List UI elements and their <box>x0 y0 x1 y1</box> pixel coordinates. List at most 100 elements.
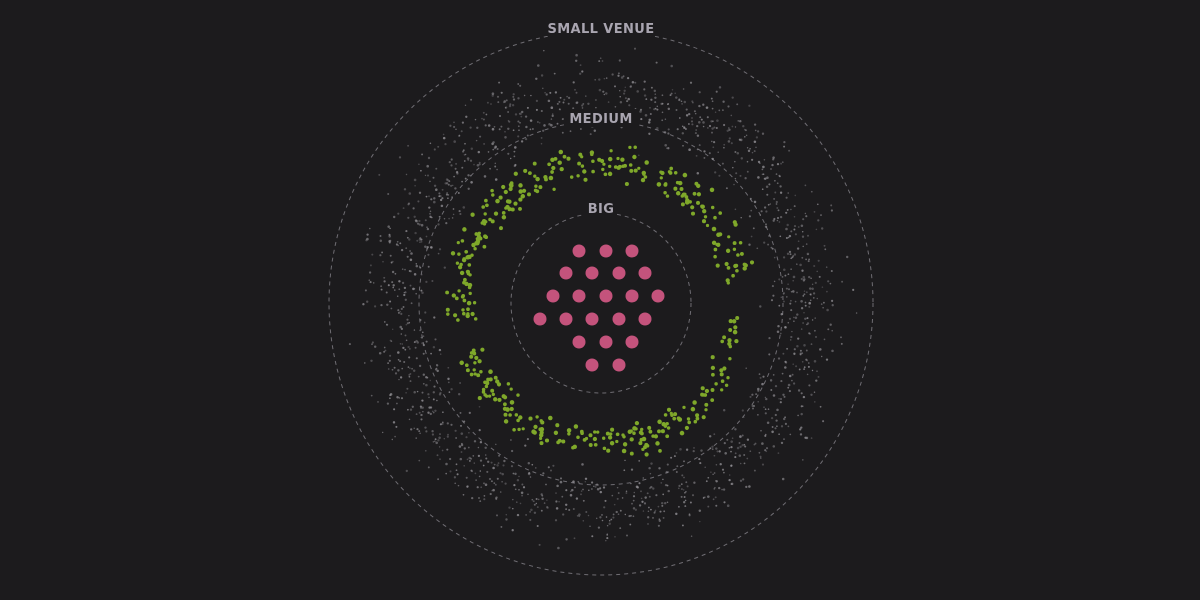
small-venue-dot <box>763 241 766 244</box>
small-venue-dot <box>591 535 594 538</box>
small-venue-dot <box>830 299 834 303</box>
small-venue-dot <box>517 97 520 100</box>
small-venue-dot <box>435 367 438 370</box>
small-venue-dot <box>696 124 699 128</box>
medium-venue-dot <box>724 383 729 388</box>
big-venue-dot <box>651 289 665 303</box>
small-venue-dot <box>422 352 425 355</box>
small-venue-dot <box>623 89 626 92</box>
small-venue-dot <box>398 156 402 159</box>
small-venue-dot <box>575 91 578 94</box>
medium-venue-dot <box>509 400 515 405</box>
small-venue-dot <box>718 486 721 490</box>
small-venue-dot <box>392 421 396 424</box>
small-venue-dot <box>428 206 431 209</box>
medium-venue-dot <box>462 311 466 316</box>
small-venue-dot <box>397 311 400 314</box>
medium-venue-dot <box>680 202 685 207</box>
small-venue-dot <box>413 329 416 331</box>
small-venue-dot <box>773 280 776 283</box>
medium-venue-dot <box>445 290 450 295</box>
medium-venue-dot <box>465 269 471 274</box>
small-venue-dot <box>567 96 571 100</box>
small-venue-dot <box>467 446 470 449</box>
small-venue-dot <box>425 375 428 379</box>
small-venue-dot <box>551 113 554 115</box>
medium-venue-dot <box>593 430 597 434</box>
small-venue-dot <box>760 457 762 459</box>
small-venue-dot <box>661 504 664 507</box>
small-venue-dot <box>714 171 717 174</box>
small-venue-dot <box>769 203 772 205</box>
small-venue-dot <box>804 304 807 307</box>
medium-venue-dot <box>719 368 724 373</box>
small-venue-dot <box>444 182 447 185</box>
small-venue-dot <box>778 278 781 281</box>
small-venue-dot <box>413 341 416 344</box>
small-venue-dot <box>780 313 783 316</box>
small-venue-dot <box>400 307 403 311</box>
small-venue-dot <box>526 134 529 137</box>
small-venue-dot <box>631 80 635 84</box>
small-venue-dot <box>649 472 652 475</box>
small-venue-dot <box>426 226 428 228</box>
small-venue-dot <box>800 405 803 408</box>
small-venue-dot <box>654 107 657 110</box>
small-venue-dot <box>683 496 686 498</box>
small-venue-dot <box>830 269 833 273</box>
small-venue-dot <box>414 346 417 349</box>
small-venue-dot <box>425 340 428 343</box>
small-venue-dot <box>487 124 491 127</box>
medium-venue-dot <box>684 425 689 430</box>
medium-venue-dot <box>670 413 674 417</box>
small-venue-dot <box>420 336 423 339</box>
small-venue-dot <box>504 106 507 109</box>
medium-venue-dot <box>445 307 450 312</box>
small-venue-dot <box>767 203 770 206</box>
small-venue-dot <box>695 129 698 131</box>
medium-venue-dot <box>520 194 526 199</box>
medium-venue-dot <box>505 199 511 204</box>
small-venue-dot <box>418 411 421 414</box>
medium-venue-dot <box>732 247 737 251</box>
small-venue-dot <box>409 408 413 411</box>
small-venue-dot <box>407 203 410 206</box>
small-venue-dot <box>407 408 409 411</box>
small-venue-dot <box>559 96 562 99</box>
medium-venue-dot <box>624 181 629 187</box>
small-venue-dot <box>730 464 733 467</box>
small-venue-dot <box>518 112 521 115</box>
small-venue-dot <box>638 154 640 156</box>
small-venue-dot <box>674 92 676 95</box>
medium-venue-dot <box>468 291 472 296</box>
small-venue-dot <box>677 487 680 490</box>
small-venue-dot <box>407 366 410 368</box>
small-venue-dot <box>774 384 778 388</box>
small-venue-dot <box>428 396 430 399</box>
small-venue-dot <box>682 489 685 491</box>
small-venue-dot <box>713 472 716 474</box>
small-venue-dot <box>512 498 514 501</box>
small-venue-dot <box>728 478 731 482</box>
small-venue-dot <box>572 81 575 84</box>
small-venue-dot <box>387 192 390 196</box>
small-venue-dot <box>450 158 453 161</box>
medium-venue-dot <box>488 377 493 382</box>
small-venue-dot <box>777 357 781 360</box>
medium-venue-dot <box>675 191 681 196</box>
small-venue-dot <box>416 239 419 242</box>
small-venue-dot <box>682 144 684 147</box>
small-venue-dot <box>540 136 543 139</box>
small-venue-dot <box>370 394 373 397</box>
medium-venue-dot <box>501 184 506 190</box>
small-venue-dot <box>430 198 433 201</box>
medium-venue-dot <box>628 163 633 167</box>
small-venue-dot <box>396 396 399 399</box>
small-venue-dot <box>468 459 471 462</box>
small-venue-dot <box>680 100 683 103</box>
small-venue-dot <box>605 92 608 95</box>
small-venue-dot <box>741 409 744 412</box>
small-venue-dot <box>802 245 804 248</box>
small-venue-dot <box>787 283 789 286</box>
small-venue-dot <box>481 117 483 120</box>
